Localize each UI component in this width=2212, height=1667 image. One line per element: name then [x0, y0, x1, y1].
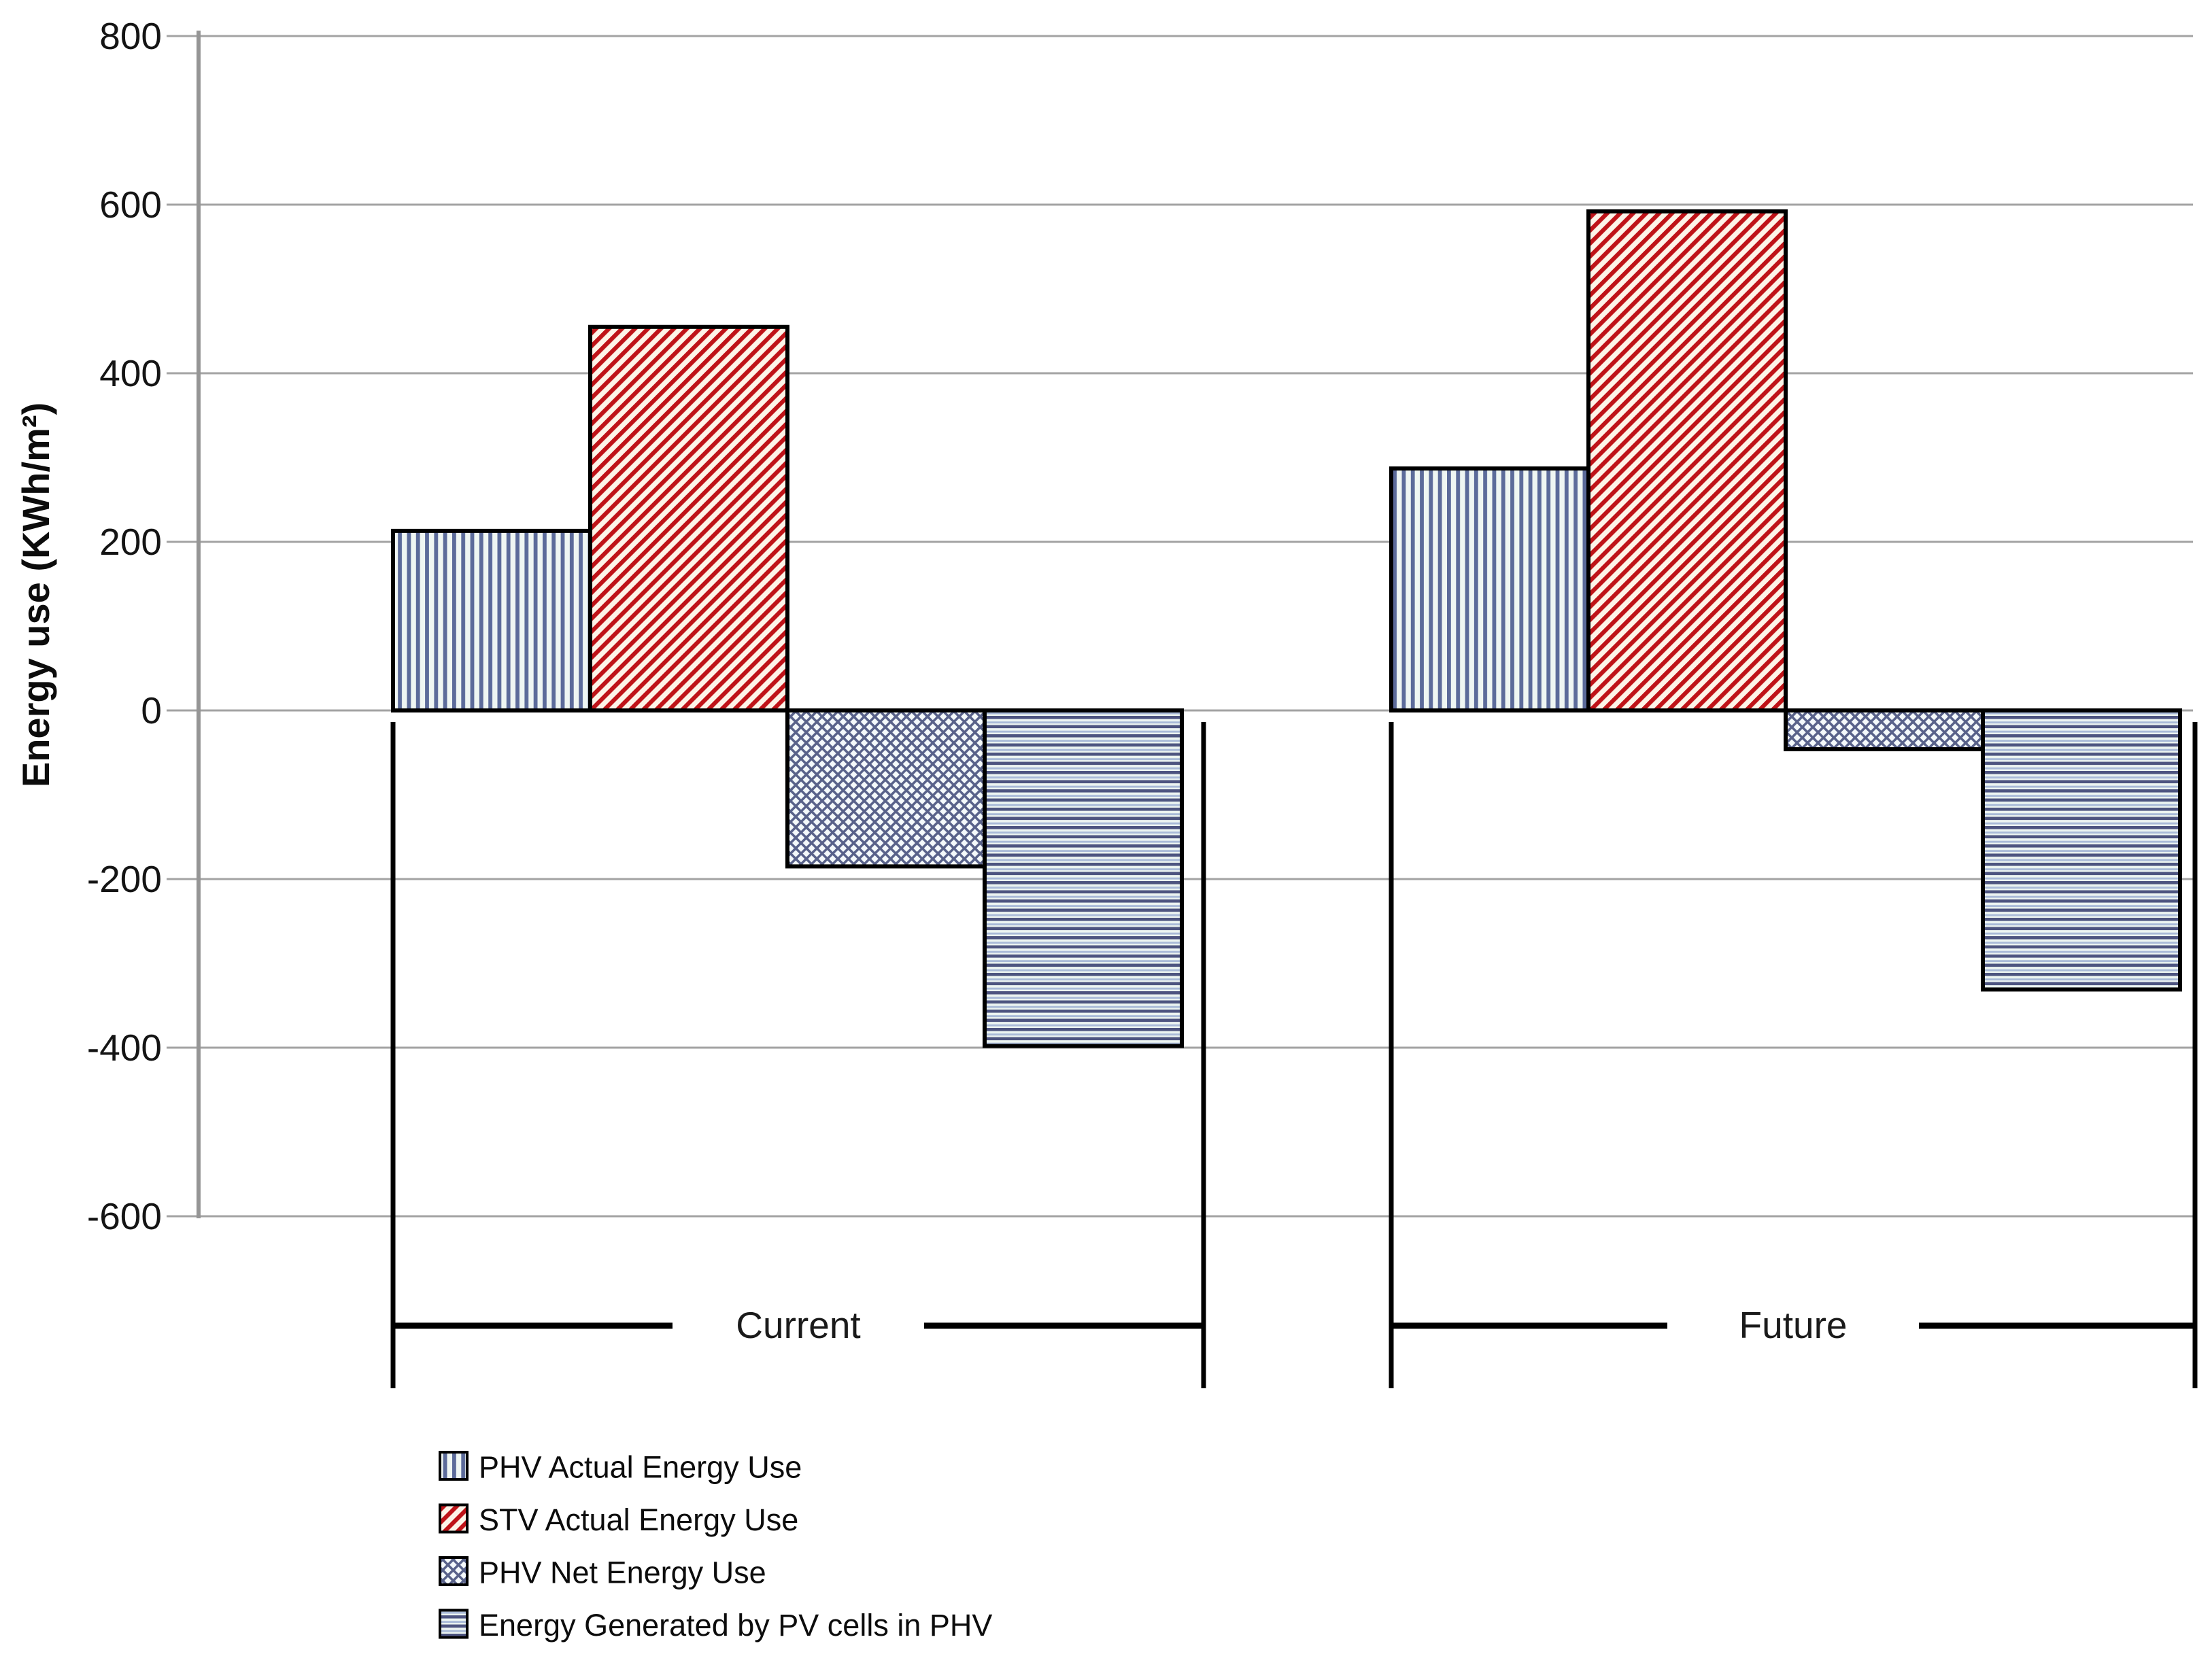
- category-label-future: Future: [1739, 1304, 1848, 1346]
- legend-label-4: Energy Generated by PV cells in PHV: [479, 1608, 992, 1643]
- bar-group-current: [391, 324, 1184, 1048]
- y-tick-label--600: -600: [87, 1195, 162, 1237]
- y-tick-label-0: 0: [141, 689, 162, 732]
- y-tick-label-600: 600: [99, 184, 162, 226]
- y-axis-title: Energy use (KWh/m²): [14, 402, 57, 787]
- bar-future-series-1: [1389, 466, 1590, 712]
- legend-item-3: PHV Net Energy Use: [439, 1556, 766, 1590]
- y-tick-label--400: -400: [87, 1027, 162, 1069]
- y-tick-label-200: 200: [99, 521, 162, 563]
- legend-swatch-crosshatch: [439, 1556, 469, 1586]
- legend-item-2: STV Actual Energy Use: [439, 1502, 798, 1537]
- legend-label-1: PHV Actual Energy Use: [479, 1450, 802, 1485]
- bar-current-series-2: [588, 324, 789, 712]
- y-tick-label-400: 400: [99, 352, 162, 394]
- bar-group-future: [1389, 209, 2182, 992]
- legend: PHV Actual Energy Use STV Actual Energy U…: [439, 1450, 992, 1643]
- legend-swatch-vertical-stripes: [439, 1451, 469, 1481]
- bar-future-series-4: [1981, 708, 2182, 992]
- legend-label-2: STV Actual Energy Use: [479, 1502, 798, 1537]
- y-tick-label--200: -200: [87, 858, 162, 900]
- bar-current-series-1: [391, 528, 592, 712]
- bar-current-series-4: [983, 708, 1184, 1048]
- bars-layer: [391, 209, 2182, 1048]
- legend-swatch-diagonal-stripes: [439, 1503, 469, 1534]
- bar-current-series-3: [785, 708, 987, 869]
- y-tick-label-800: 800: [99, 15, 162, 57]
- bar-future-series-3: [1784, 708, 1985, 752]
- legend-item-4: Energy Generated by PV cells in PHV: [439, 1608, 992, 1643]
- category-brackets-layer: Current Future: [390, 722, 2198, 1388]
- legend-label-3: PHV Net Energy Use: [479, 1556, 766, 1590]
- bar-future-series-2: [1586, 209, 1788, 713]
- legend-swatch-horizontal-stripes: [439, 1609, 469, 1639]
- category-label-current: Current: [736, 1304, 860, 1346]
- legend-item-1: PHV Actual Energy Use: [439, 1450, 802, 1485]
